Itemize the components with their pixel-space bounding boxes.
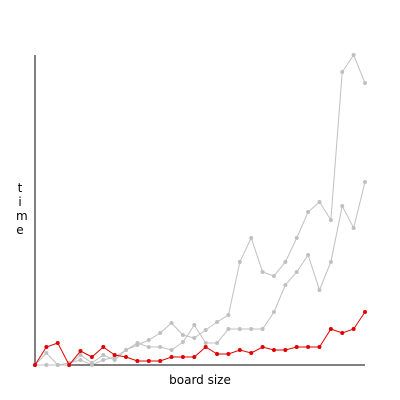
data-point [340,70,345,74]
data-point [226,352,231,356]
data-point [249,327,254,331]
data-point [169,321,174,325]
data-point [78,353,83,357]
data-point [294,345,299,349]
data-point [55,341,60,345]
data-point [328,260,333,264]
data-point [328,327,333,331]
data-point [180,333,185,337]
data-point [340,204,345,208]
data-point [237,260,242,264]
data-point [215,341,220,345]
data-point [363,310,367,314]
data-point [271,348,276,352]
data-point [180,340,185,344]
data-point [112,358,117,362]
data-point [124,348,129,352]
data-point [363,81,367,85]
x-axis-label: board size [169,373,231,387]
data-point [328,218,333,222]
data-point [112,353,117,357]
data-point [146,345,151,349]
data-point [351,226,356,230]
series-line [35,181,366,366]
data-point [260,270,265,274]
data-point [192,355,197,359]
data-point [101,358,106,362]
data-point [260,345,265,349]
data-point [78,349,83,353]
data-point [260,327,265,331]
data-point [283,260,288,264]
data-point [283,283,288,287]
data-point [317,345,322,349]
data-point [226,327,231,331]
data-point [135,341,140,345]
data-point [169,348,174,352]
data-point [351,327,356,331]
data-point [146,359,151,363]
data-point [158,331,163,335]
data-point [203,345,208,349]
data-point [294,270,299,274]
data-point [340,331,345,335]
data-point [306,253,311,257]
data-point [306,210,311,214]
data-point [192,336,197,340]
data-point [215,352,220,356]
data-point [169,355,174,359]
data-point [306,345,311,349]
data-point [44,351,49,355]
data-point [203,328,208,332]
data-point [33,363,37,367]
data-point [192,323,197,327]
data-point [158,359,163,363]
series-line [34,311,366,366]
data-point [271,310,276,314]
data-point [89,355,94,359]
data-point [180,355,185,359]
data-point [249,236,254,240]
data-point [351,53,356,57]
data-point [89,363,94,367]
data-point [146,338,151,342]
data-point [283,348,288,352]
data-point [55,363,60,367]
data-point [317,200,322,204]
data-point [135,359,140,363]
y-axis-label: time [16,181,28,237]
data-point [237,327,242,331]
data-point [158,345,163,349]
data-point [67,363,72,367]
data-point [101,353,106,357]
data-point [78,358,83,362]
data-point [237,348,242,352]
data-point [226,313,231,317]
data-point [44,363,49,367]
data-point [271,274,276,278]
series-line [34,53,366,366]
data-point [124,355,129,359]
data-point [294,236,299,240]
data-point [317,288,322,292]
data-point [363,180,367,184]
data-point [203,341,208,345]
data-point [215,320,220,324]
data-point [101,345,106,349]
data-point [44,345,49,349]
data-point [249,351,254,355]
